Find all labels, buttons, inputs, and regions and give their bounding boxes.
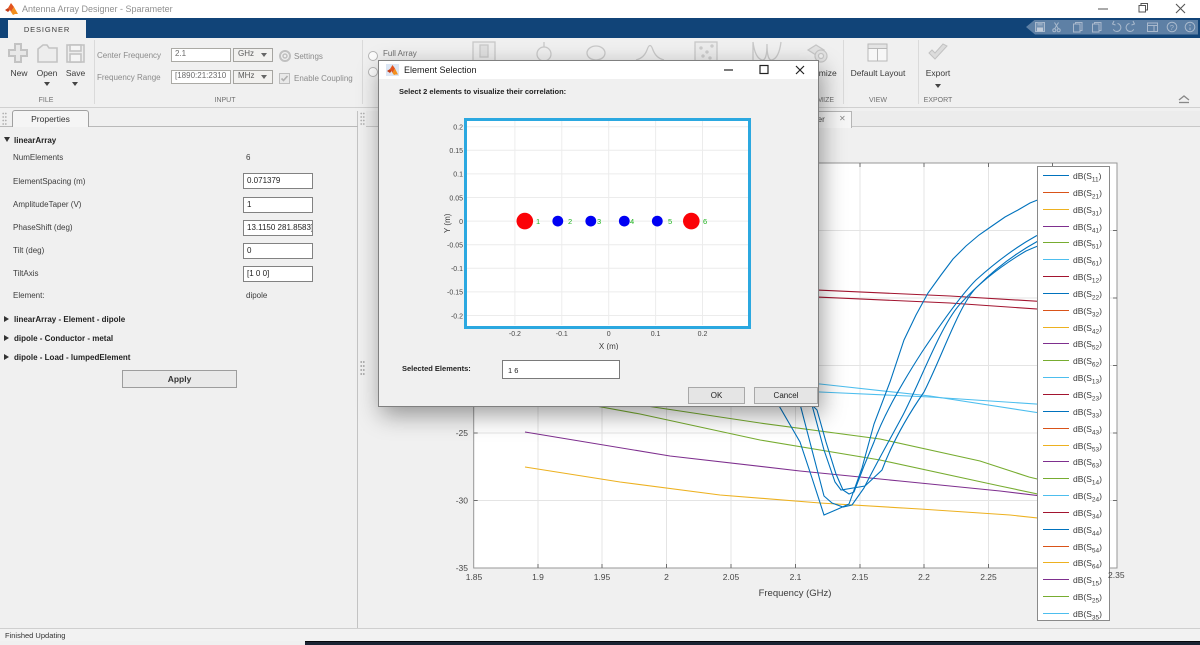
svg-text:-0.05: -0.05 <box>447 243 463 250</box>
svg-text:2.25: 2.25 <box>980 572 997 582</box>
svg-text:4: 4 <box>630 217 634 226</box>
svg-text:0: 0 <box>607 331 611 338</box>
svg-text:-0.15: -0.15 <box>447 290 463 297</box>
svg-text:0.1: 0.1 <box>651 331 661 338</box>
svg-text:0.2: 0.2 <box>453 125 463 132</box>
svg-text:Frequency (GHz): Frequency (GHz) <box>759 588 832 599</box>
svg-text:0.2: 0.2 <box>698 331 708 338</box>
svg-text:5: 5 <box>668 217 672 226</box>
svg-text:0.05: 0.05 <box>449 195 463 202</box>
svg-text:-35: -35 <box>456 563 469 573</box>
svg-text:0.15: 0.15 <box>449 148 463 155</box>
svg-text:2: 2 <box>664 572 669 582</box>
svg-text:-0.2: -0.2 <box>509 331 521 338</box>
svg-text:X (m): X (m) <box>599 342 619 350</box>
svg-text:-30: -30 <box>456 496 469 506</box>
svg-text:2.15: 2.15 <box>852 572 869 582</box>
svg-text:1: 1 <box>536 217 540 226</box>
svg-text:?: ? <box>1170 23 1174 32</box>
svg-text:2.05: 2.05 <box>723 572 740 582</box>
svg-text:2.1: 2.1 <box>790 572 802 582</box>
svg-text:-25: -25 <box>456 428 469 438</box>
svg-text:1.95: 1.95 <box>594 572 611 582</box>
svg-text:2: 2 <box>568 217 572 226</box>
svg-text:0: 0 <box>459 219 463 226</box>
svg-text:1.85: 1.85 <box>466 572 483 582</box>
svg-text:-0.1: -0.1 <box>451 266 463 273</box>
svg-text:-0.2: -0.2 <box>451 313 463 320</box>
svg-text:2.2: 2.2 <box>918 572 930 582</box>
svg-text:-0.1: -0.1 <box>556 331 568 338</box>
svg-text:0.1: 0.1 <box>453 172 463 179</box>
svg-text:3: 3 <box>597 217 601 226</box>
svg-text:1.9: 1.9 <box>532 572 544 582</box>
svg-text:6: 6 <box>703 217 707 226</box>
